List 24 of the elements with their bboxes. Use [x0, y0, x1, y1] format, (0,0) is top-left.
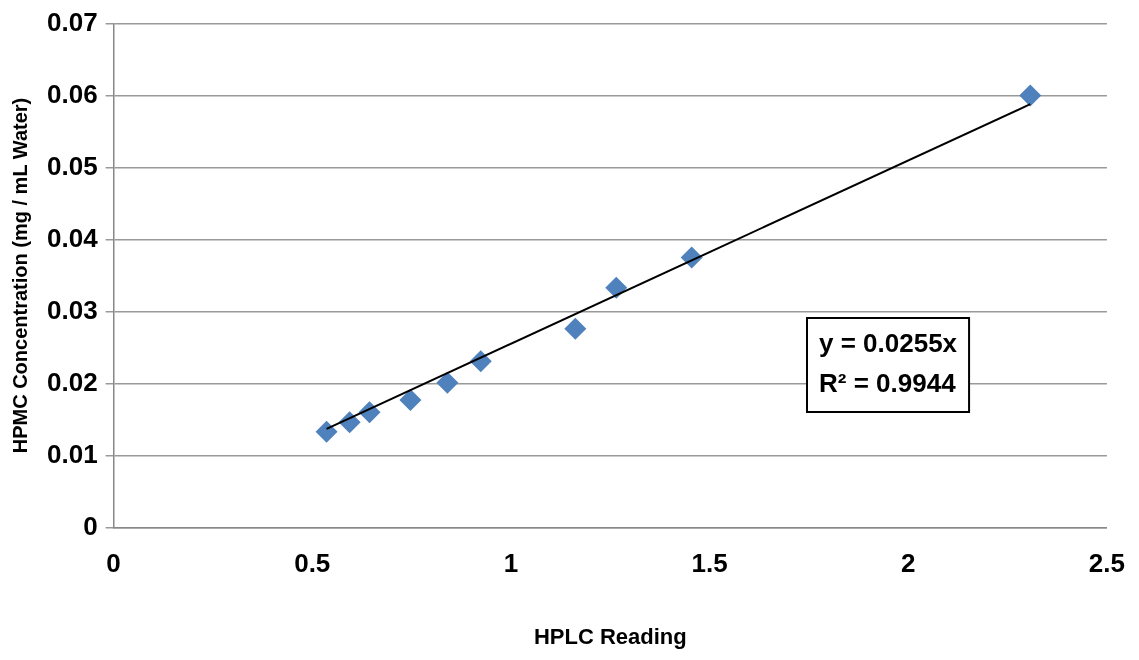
y-tick-label: 0.02: [46, 366, 98, 397]
y-tick-label: 0.03: [46, 294, 98, 325]
x-tick-label: 0: [106, 548, 121, 579]
point: [564, 317, 587, 340]
x-tick-label: 1: [503, 548, 519, 579]
y-axis-title: HPMC Concentration (mg / mL Water): [8, 97, 31, 454]
point: [605, 276, 628, 299]
y-tick-label: 0.04: [46, 222, 99, 253]
point: [436, 371, 459, 394]
annotation: R² = 0.9944: [819, 368, 957, 399]
x-axis-title: HPLC Reading: [533, 623, 687, 649]
point: [315, 420, 338, 443]
point: [1019, 84, 1042, 107]
y-tick-label: 0.07: [46, 6, 98, 37]
x-tick-label: 2.5: [1088, 548, 1126, 579]
y-tick-label: 0: [83, 510, 98, 541]
annotation: y = 0.0255x: [819, 328, 958, 359]
y-tick-label: 0.06: [46, 78, 98, 109]
x-tick-label: 2: [901, 548, 916, 579]
x-tick-label: 0.5: [294, 548, 331, 579]
x-tick-label: 1.5: [691, 548, 728, 579]
point: [399, 389, 422, 412]
y-tick-label: 0.01: [46, 438, 98, 469]
y-tick-label: 0.05: [46, 150, 98, 181]
